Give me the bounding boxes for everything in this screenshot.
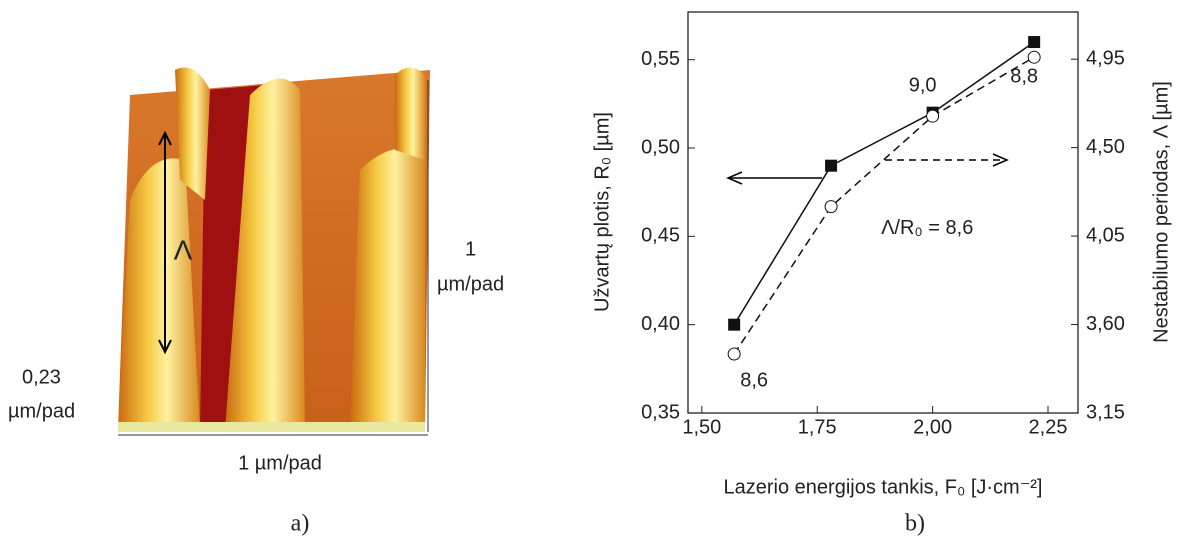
depth-unit: µm/pad <box>437 273 504 295</box>
caption: b) <box>905 511 925 537</box>
marker <box>1028 36 1041 49</box>
y-tick-label: 0,50 <box>641 136 680 158</box>
ridge <box>225 78 305 431</box>
caption: a) <box>291 511 310 537</box>
y-tick-label: 0,55 <box>641 48 680 70</box>
ridge <box>395 67 425 160</box>
annotation: 8,6 <box>740 369 768 391</box>
annotation: 9,0 <box>909 74 937 96</box>
y-tick-label: 0,45 <box>641 225 680 247</box>
marker <box>825 159 838 172</box>
y2-tick-label: 4,95 <box>1086 47 1125 69</box>
x-axis-label: Lazerio energijos tankis, F₀ [J·cm⁻²] <box>724 476 1043 498</box>
period-symbol: Λ <box>174 234 193 265</box>
y-tick-label: 0,35 <box>641 401 680 423</box>
x-tick-label: 1,50 <box>682 416 721 438</box>
marker <box>728 318 741 331</box>
axis-arrow <box>726 171 822 185</box>
depth-label: 1 <box>465 238 476 260</box>
annotation: 8,8 <box>1010 65 1038 87</box>
marker <box>727 347 741 361</box>
y2-tick-label: 4,05 <box>1086 224 1125 246</box>
afm-edge <box>118 422 425 432</box>
axis-arrow <box>992 153 1009 167</box>
annotation: Λ/R₀ = 8,6 <box>881 217 973 239</box>
y2-tick-label: 3,60 <box>1086 313 1125 335</box>
y2-tick-label: 4,50 <box>1086 136 1125 158</box>
series-line <box>733 41 1035 326</box>
x-tick-label: 1,75 <box>798 416 837 438</box>
marker <box>926 109 940 123</box>
height-unit: µm/pad <box>8 400 75 422</box>
y2-axis-label: Nestabilumo periodas, Λ [µm] <box>1150 81 1172 343</box>
y-tick-label: 0,40 <box>641 313 680 335</box>
afm-image <box>118 67 430 436</box>
ridge <box>175 67 210 200</box>
arrow-head <box>158 130 172 355</box>
marker <box>824 200 838 214</box>
width-label: 1 µm/pad <box>238 452 322 474</box>
plot-frame <box>687 11 1079 414</box>
series-line <box>733 56 1035 355</box>
ridge <box>350 147 425 430</box>
y2-tick-label: 3,15 <box>1086 401 1125 423</box>
x-tick-label: 2,00 <box>913 416 952 438</box>
y-axis-label: Užvartų plotis, R₀ [µm] <box>591 112 613 312</box>
height-label: 0,23 <box>22 366 61 388</box>
marker <box>1027 50 1041 64</box>
x-tick-label: 2,25 <box>1029 416 1068 438</box>
ridge <box>118 158 200 430</box>
